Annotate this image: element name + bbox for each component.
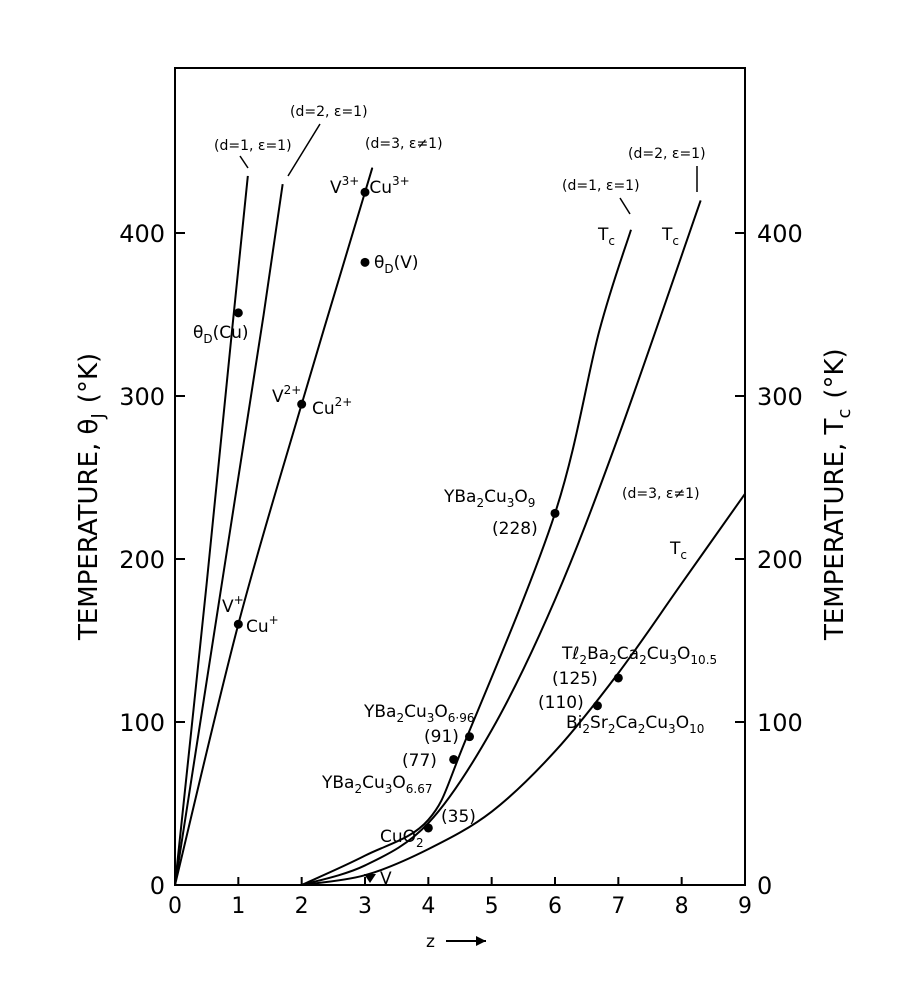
- data-point: [550, 508, 560, 518]
- x-axis-label: z: [426, 932, 435, 952]
- label-cu2: Cu2+: [312, 395, 352, 419]
- label-yba2cu3o696: YBa2Cu3O6·96: [363, 702, 475, 725]
- label-bi-value: (110): [538, 693, 584, 713]
- data-point: [297, 399, 307, 409]
- label-theta-cu: θD(Cu): [193, 323, 249, 346]
- leader-d2: [287, 123, 321, 177]
- x-tick-label: 8: [675, 894, 689, 919]
- tc-label-2: Tc: [661, 225, 679, 248]
- label-v-low: V: [380, 869, 392, 889]
- x-tick-label: 5: [485, 894, 499, 919]
- data-point: [233, 619, 243, 629]
- y-axis-left-label: TEMPERATURE, θJ(°K): [74, 353, 109, 641]
- x-tick-label: 4: [421, 894, 435, 919]
- tc-label-1: Tc: [597, 225, 615, 248]
- label-cuo2: CuO2: [380, 827, 424, 850]
- label-yba2cu3o9: YBa2Cu3O9: [443, 487, 535, 510]
- x-tick-label: 2: [295, 894, 309, 919]
- x-tick-label: 3: [358, 894, 372, 919]
- annotation-d2: (d=2, ε=1): [290, 104, 368, 120]
- series-line-5: [301, 200, 702, 886]
- series-line-6: [301, 493, 746, 886]
- x-tick-label: 9: [738, 894, 752, 919]
- annotation-d1-tc: (d=1, ε=1): [562, 178, 640, 194]
- y-tick-label-left: 100: [119, 709, 165, 737]
- y-axis-right-label: TEMPERATURE, Tc(°K): [820, 348, 855, 641]
- series-line-1: [174, 175, 249, 886]
- plot-frame: [174, 67, 746, 886]
- leader-d1: [239, 155, 249, 169]
- y-ticks-left: 0 100 200 300 400: [119, 220, 185, 900]
- label-v3-cu3: V3+ Cu3+: [330, 174, 410, 198]
- y-tick-label-left: 300: [119, 383, 165, 411]
- label-bi-compound: Bi2Sr2Ca2Cu3O10: [566, 713, 704, 736]
- y-tick-label-left: 400: [119, 220, 165, 248]
- data-point: [449, 754, 459, 764]
- label-yba2cu3o667: YBa2Cu3O6.67: [321, 773, 433, 796]
- annotation-d1: (d=1, ε=1): [214, 138, 292, 154]
- series-group: [174, 167, 746, 886]
- annotation-d2-tc: (d=2, ε=1): [628, 146, 706, 162]
- x-tick-label: 1: [231, 894, 245, 919]
- leader-d1-tc: [619, 197, 631, 215]
- data-point: [613, 673, 623, 683]
- series-line-2: [174, 183, 284, 886]
- label-v1: V+: [222, 593, 244, 617]
- y-tick-label-left: 0: [150, 872, 165, 900]
- x-tick-label: 0: [168, 894, 182, 919]
- tc-label-3: Tc: [669, 539, 687, 562]
- y-tick-label-right: 300: [757, 383, 803, 411]
- data-point: [465, 732, 474, 742]
- data-point: [592, 701, 602, 711]
- label-theta-v: θD(V): [374, 253, 419, 276]
- x-axis-arrow-icon: [446, 936, 486, 946]
- annotation-d3: (d=3, ε≠1): [365, 136, 443, 152]
- label-yba2cu3o696-value: (91): [424, 727, 459, 747]
- data-point: [360, 257, 370, 267]
- y-tick-label-right: 100: [757, 709, 803, 737]
- data-point: [423, 823, 433, 833]
- label-cu1: Cu+: [246, 613, 279, 637]
- label-v2: V2+: [272, 383, 301, 407]
- y-tick-label-right: 0: [757, 872, 772, 900]
- label-tl-compound: Tℓ2Ba2Ca2Cu3O10.5: [561, 644, 717, 667]
- label-yba2cu3o9-value: (228): [492, 519, 538, 539]
- x-tick-label: 6: [548, 894, 562, 919]
- annotation-d3-tc: (d=3, ε≠1): [622, 486, 700, 502]
- series-line-4: [301, 229, 632, 886]
- x-tick-label: 7: [611, 894, 625, 919]
- v-marker-icon: [364, 874, 376, 883]
- x-ticks: 0 1 2 3 4 5 6 7 8 9: [168, 877, 752, 919]
- y-tick-label-right: 200: [757, 546, 803, 574]
- label-yba2cu3o667-value: (77): [402, 751, 437, 771]
- y-tick-label-right: 400: [757, 220, 803, 248]
- y-ticks-right: 0 100 200 300 400: [735, 220, 803, 900]
- label-tl-value: (125): [552, 669, 598, 689]
- data-point: [233, 308, 243, 318]
- y-tick-label-left: 200: [119, 546, 165, 574]
- label-cuo2-value: (35): [441, 807, 476, 827]
- points-group: [233, 187, 623, 833]
- data-point: [360, 187, 370, 197]
